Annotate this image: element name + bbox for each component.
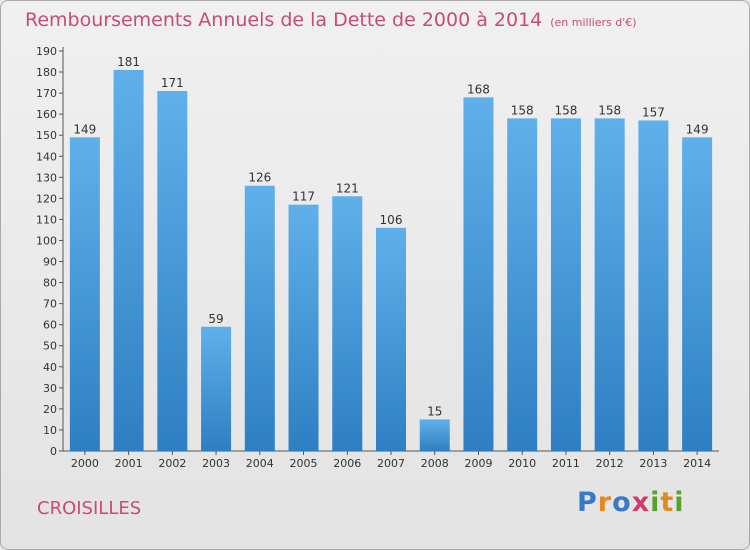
y-tick-label: 180 <box>36 66 57 79</box>
bar-value-label: 15 <box>427 404 442 418</box>
y-tick-label: 190 <box>36 45 57 58</box>
title-text: Remboursements Annuels de la Dette de 20… <box>25 9 543 31</box>
bar <box>288 204 319 451</box>
y-tick-label: 70 <box>43 298 57 311</box>
bar <box>682 137 713 451</box>
bar <box>244 185 275 451</box>
title-unit: (en milliers d'€) <box>550 16 637 29</box>
x-tick-label: 2013 <box>639 457 667 470</box>
y-tick-label: 170 <box>36 87 57 100</box>
y-tick-label: 90 <box>43 256 57 269</box>
bar-value-label: 121 <box>336 181 359 195</box>
bar-value-label: 157 <box>642 105 665 119</box>
bar <box>594 118 625 452</box>
bar-value-label: 181 <box>117 55 140 69</box>
y-tick-label: 110 <box>36 213 57 226</box>
bar <box>638 120 669 451</box>
y-tick-label: 150 <box>36 129 57 142</box>
x-tick-label: 2008 <box>421 457 449 470</box>
y-tick-label: 0 <box>50 445 57 458</box>
bar-value-label: 117 <box>292 190 315 204</box>
y-tick-label: 20 <box>43 403 57 416</box>
bar-value-label: 168 <box>467 82 490 96</box>
x-tick-label: 2004 <box>246 457 274 470</box>
bar <box>113 69 144 452</box>
x-tick-label: 2012 <box>596 457 624 470</box>
y-tick-label: 60 <box>43 319 57 332</box>
x-tick-label: 2005 <box>290 457 318 470</box>
bar <box>419 419 450 451</box>
bar-value-label: 149 <box>686 122 709 136</box>
bar-value-label: 126 <box>248 171 271 185</box>
y-tick-label: 120 <box>36 192 57 205</box>
chart-title: Remboursements Annuels de la Dette de 20… <box>25 9 637 31</box>
x-tick-label: 2006 <box>333 457 361 470</box>
bar-value-label: 158 <box>554 103 577 117</box>
x-tick-label: 2009 <box>464 457 492 470</box>
y-tick-label: 100 <box>36 234 57 247</box>
y-tick-label: 80 <box>43 277 57 290</box>
x-tick-label: 2011 <box>552 457 580 470</box>
y-tick-label: 40 <box>43 361 57 374</box>
bar <box>157 91 188 451</box>
bar <box>507 118 538 452</box>
y-tick-label: 160 <box>36 108 57 121</box>
x-tick-label: 2010 <box>508 457 536 470</box>
bar <box>376 227 406 451</box>
bar <box>332 196 363 451</box>
x-tick-label: 2000 <box>71 457 99 470</box>
bar <box>463 97 494 451</box>
x-tick-label: 2003 <box>202 457 230 470</box>
place-name: CROISILLES <box>37 498 142 519</box>
bar-value-label: 59 <box>208 312 223 326</box>
bar-value-label: 106 <box>380 213 403 227</box>
x-tick-label: 2002 <box>158 457 186 470</box>
bar <box>550 118 581 452</box>
y-tick-label: 10 <box>43 424 57 437</box>
y-tick-label: 30 <box>43 382 57 395</box>
bar <box>201 326 232 451</box>
y-tick-label: 50 <box>43 340 57 353</box>
proxiti-logo: Proxiti <box>577 487 685 518</box>
x-tick-label: 2001 <box>115 457 143 470</box>
bar <box>69 137 100 451</box>
bar-value-label: 158 <box>598 103 621 117</box>
bar-value-label: 171 <box>161 76 184 90</box>
bar-value-label: 149 <box>73 122 96 136</box>
y-tick-label: 130 <box>36 171 57 184</box>
x-tick-label: 2014 <box>683 457 711 470</box>
x-tick-label: 2007 <box>377 457 405 470</box>
bar-value-label: 158 <box>511 103 534 117</box>
y-tick-label: 140 <box>36 150 57 163</box>
